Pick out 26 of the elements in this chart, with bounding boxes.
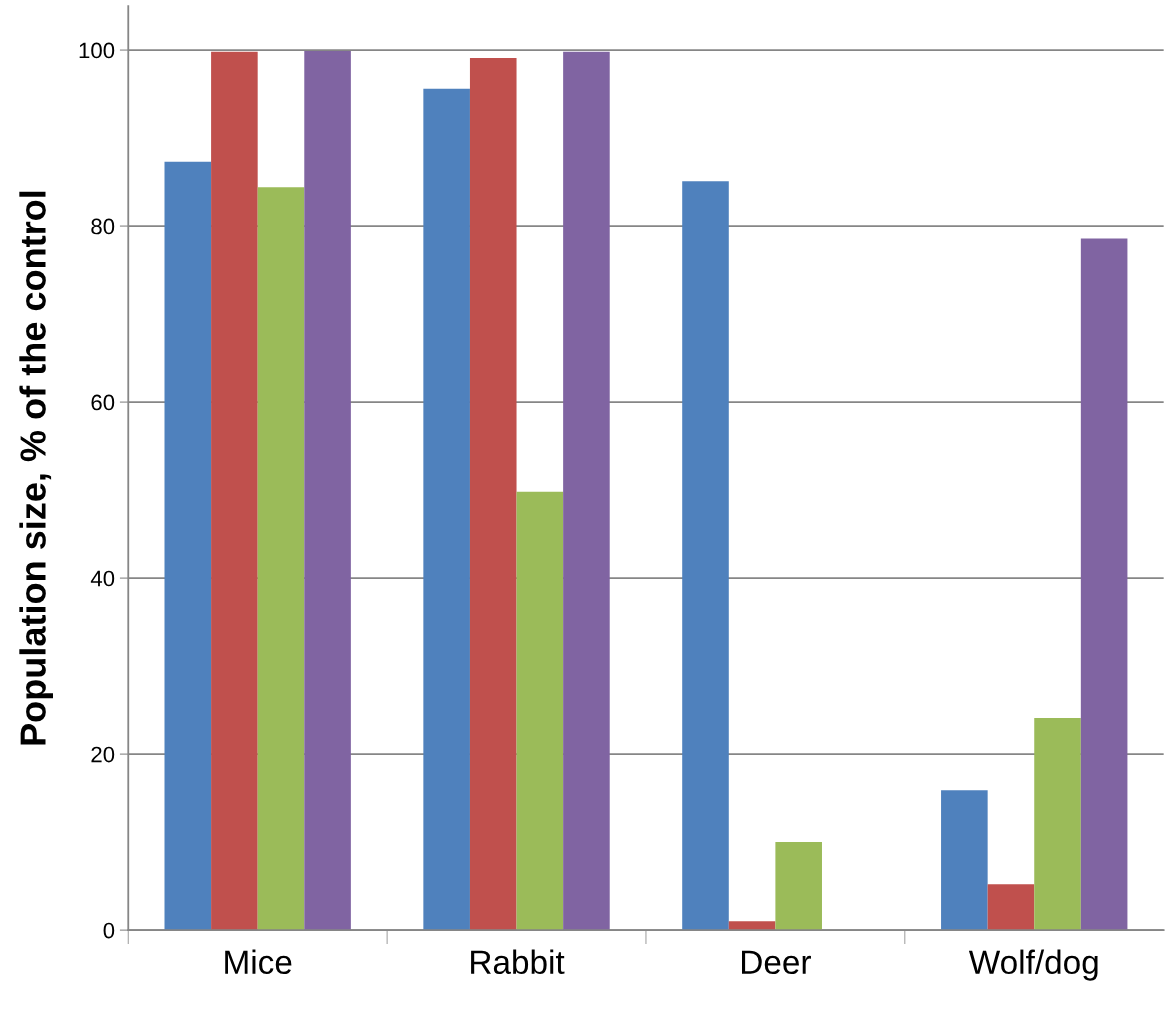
y-axis-title: Population size, % of the control: [19, 191, 53, 745]
x-tick-label: Wolf/dog: [968, 949, 1098, 981]
bar: [682, 181, 729, 931]
bar: [469, 57, 517, 931]
x-tick-label: Rabbit: [471, 949, 565, 975]
bar: [775, 842, 822, 931]
y-tick-label: 80: [91, 218, 115, 235]
x-tick-label: Mice: [225, 949, 292, 975]
y-tick-label: 60: [91, 394, 115, 411]
bar: [987, 884, 1035, 931]
bar: [304, 50, 351, 931]
bar: [1034, 718, 1081, 931]
bar: [164, 161, 212, 931]
y-tick-label: 20: [91, 746, 115, 763]
bar: [563, 51, 610, 931]
bar: [728, 921, 776, 931]
y-tick-label: 40: [90, 570, 115, 587]
bar: [257, 187, 305, 931]
x-tick-label: Deer: [742, 950, 811, 975]
y-tick-label: 0: [103, 922, 115, 939]
bar: [516, 491, 564, 931]
bar: [1080, 238, 1128, 931]
bar: [941, 790, 988, 931]
y-tick-label: 100: [79, 42, 115, 59]
bar: [423, 88, 470, 931]
bar: [211, 51, 258, 931]
